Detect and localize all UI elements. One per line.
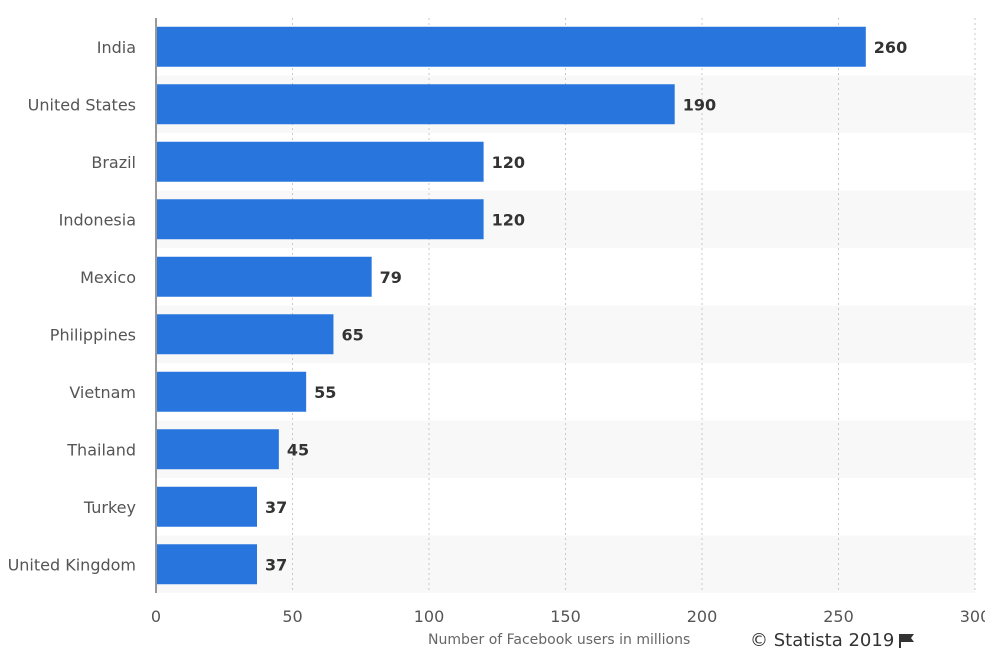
category-label: Indonesia: [59, 210, 136, 229]
bar[interactable]: [157, 84, 675, 125]
value-label: 190: [683, 95, 716, 114]
x-tick-label: 150: [550, 607, 581, 626]
credit-text: © Statista 2019: [750, 630, 895, 651]
category-label: Turkey: [83, 498, 136, 517]
category-label: Philippines: [50, 325, 136, 344]
bar[interactable]: [157, 429, 279, 470]
bar[interactable]: [157, 26, 866, 67]
value-label: 79: [380, 268, 402, 287]
category-label: Brazil: [91, 153, 136, 172]
x-tick-labels: 0 50 100 150 200 250 300: [151, 607, 985, 626]
x-tick-label: 250: [823, 607, 854, 626]
bar[interactable]: [157, 544, 258, 585]
category-label: United States: [28, 95, 136, 114]
bar[interactable]: [157, 486, 258, 527]
value-label: 37: [265, 498, 287, 517]
flag-icon[interactable]: [898, 633, 916, 649]
bar[interactable]: [157, 371, 307, 412]
value-label: 45: [287, 440, 309, 459]
x-axis-title: Number of Facebook users in millions: [428, 632, 691, 648]
x-tick-label: 200: [687, 607, 718, 626]
x-tick-label: 300: [960, 607, 985, 626]
category-label: Thailand: [66, 440, 136, 459]
value-label: 37: [265, 555, 287, 574]
value-label: 120: [492, 153, 525, 172]
category-label: India: [97, 38, 136, 57]
x-tick-label: 50: [282, 607, 302, 626]
value-label: 260: [874, 38, 907, 57]
category-label: Vietnam: [69, 383, 136, 402]
category-label: United Kingdom: [8, 555, 136, 574]
value-label: 55: [314, 383, 336, 402]
x-tick-label: 0: [151, 607, 161, 626]
bars: [157, 26, 866, 585]
value-labels: 260 190 120 120 79 65 55 45 37 37: [265, 38, 907, 575]
category-labels: India United States Brazil Indonesia Mexico P…: [8, 38, 136, 575]
bar[interactable]: [157, 256, 372, 297]
category-label: Mexico: [80, 268, 136, 287]
bar[interactable]: [157, 199, 484, 240]
x-tick-label: 100: [414, 607, 445, 626]
value-label: 120: [492, 210, 525, 229]
bar[interactable]: [157, 141, 484, 182]
statista-credit[interactable]: © Statista 2019: [750, 630, 916, 651]
value-label: 65: [341, 325, 363, 344]
bar[interactable]: [157, 314, 334, 355]
